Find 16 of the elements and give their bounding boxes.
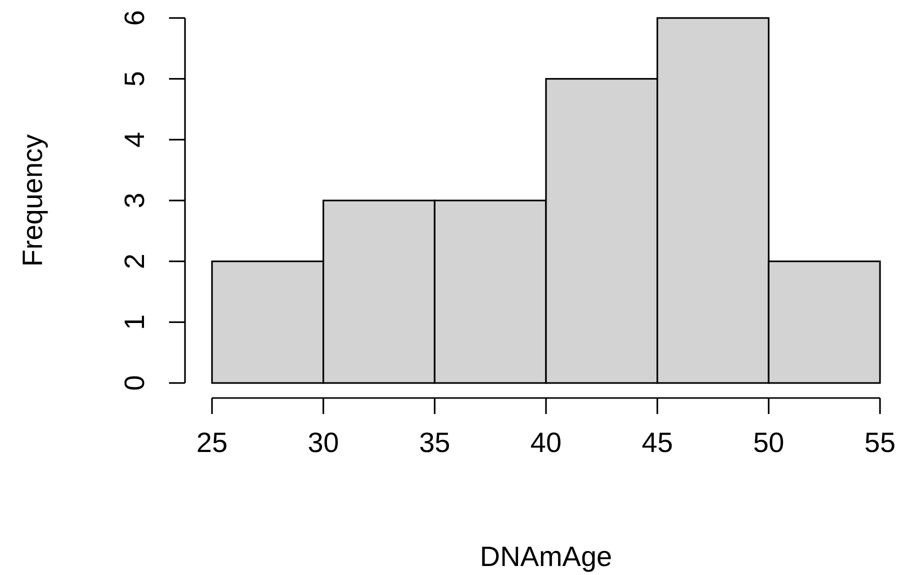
x-tick-label: 45	[642, 427, 673, 458]
y-tick-label: 6	[119, 10, 150, 26]
x-tick-label: 40	[530, 427, 562, 458]
y-tick-label: 5	[119, 71, 150, 87]
x-tick-label: 35	[419, 427, 450, 458]
x-tick-label: 55	[864, 427, 896, 458]
y-tick-label: 3	[119, 192, 150, 208]
x-axis-title: DNAmAge	[480, 541, 612, 572]
y-tick-label: 1	[119, 314, 150, 330]
x-tick-label: 25	[196, 427, 228, 458]
y-axis-title: Frequency	[17, 134, 48, 267]
y-tick-label: 0	[119, 375, 150, 391]
y-tick-label: 4	[119, 132, 150, 148]
x-tick-label: 30	[308, 427, 339, 458]
y-tick-label: 2	[119, 254, 150, 270]
x-tick-label: 50	[753, 427, 784, 458]
